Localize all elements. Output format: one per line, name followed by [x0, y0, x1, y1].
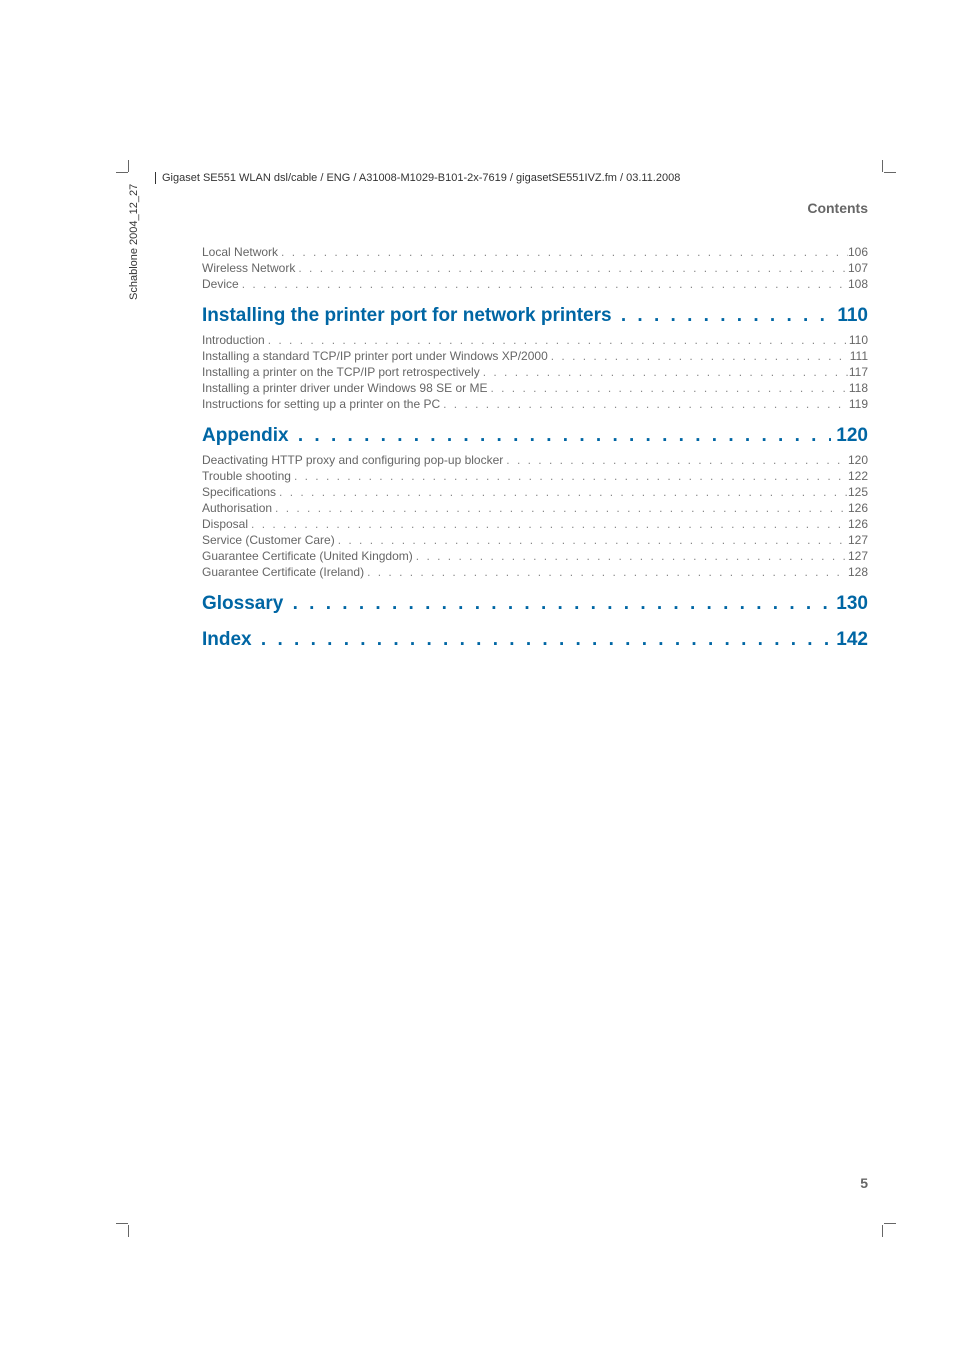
- toc-dots: . . . . . . . . . . . . . . . . . . . . …: [257, 629, 831, 651]
- toc-dots: . . . . . . . . . . . . . . . . . . . . …: [364, 565, 848, 579]
- page-number: 5: [860, 1175, 868, 1191]
- toc-chapter-page: 130: [831, 593, 868, 615]
- toc-entry: Deactivating HTTP proxy and configuring …: [202, 453, 868, 467]
- toc-dots: . . . . . . . . . . . . . . . . . . . . …: [295, 261, 848, 275]
- crop-mark: [128, 1225, 129, 1237]
- toc-chapter-page: 120: [831, 425, 868, 447]
- toc-dots: . . . . . . . . . . . . . . . . . . . . …: [413, 549, 848, 563]
- toc-chapter-label: Index: [202, 629, 257, 651]
- toc-dots: . . . . . . . . . . . . . . . . . . . . …: [265, 333, 849, 347]
- toc-entry-label: Guarantee Certificate (United Kingdom): [202, 549, 413, 563]
- toc-entry: Installing a standard TCP/IP printer por…: [202, 349, 868, 363]
- toc-entry-label: Local Network: [202, 245, 278, 259]
- toc-entry-page: 127: [848, 549, 868, 563]
- toc-entry-page: 126: [848, 501, 868, 515]
- toc-entry: Installing a printer on the TCP/IP port …: [202, 365, 868, 379]
- toc-dots: . . . . . . . . . . . . . . . . . . . . …: [487, 381, 848, 395]
- toc-chapter-page: 142: [831, 629, 868, 651]
- toc-entry-label: Introduction: [202, 333, 265, 347]
- toc-entry: Guarantee Certificate (Ireland) . . . . …: [202, 565, 868, 579]
- section-title: Contents: [807, 200, 868, 216]
- toc-entry-label: Deactivating HTTP proxy and configuring …: [202, 453, 503, 467]
- toc-entry-page: 110: [849, 333, 868, 347]
- toc-entry-page: 127: [848, 533, 868, 547]
- toc-dots: . . . . . . . . . . . . . . . . . . . . …: [248, 517, 848, 531]
- toc-dots: . . . . . . . . . . . . . . . . . . . . …: [276, 485, 848, 499]
- toc-dots: . . . . . . . . . . . . . . . . . . . . …: [617, 305, 832, 327]
- toc-entry-label: Instructions for setting up a printer on…: [202, 397, 440, 411]
- toc-entry: Wireless Network . . . . . . . . . . . .…: [202, 261, 868, 275]
- toc-entry-label: Trouble shooting: [202, 469, 291, 483]
- toc-entry: Local Network . . . . . . . . . . . . . …: [202, 245, 868, 259]
- template-label: Schablone 2004_12_27: [128, 184, 140, 300]
- toc-entry-page: 119: [849, 397, 868, 411]
- toc-dots: . . . . . . . . . . . . . . . . . . . . …: [289, 593, 831, 615]
- toc-chapter: Installing the printer port for network …: [202, 305, 868, 327]
- toc-entry-label: Device: [202, 277, 239, 291]
- toc-entry-label: Installing a standard TCP/IP printer por…: [202, 349, 548, 363]
- toc-entry: Specifications . . . . . . . . . . . . .…: [202, 485, 868, 499]
- toc-dots: . . . . . . . . . . . . . . . . . . . . …: [335, 533, 848, 547]
- toc-entry: Authorisation . . . . . . . . . . . . . …: [202, 501, 868, 515]
- toc-entry-label: Specifications: [202, 485, 276, 499]
- toc-entry-label: Disposal: [202, 517, 248, 531]
- toc-content: Local Network . . . . . . . . . . . . . …: [202, 245, 868, 657]
- toc-entry-page: 125: [848, 485, 868, 499]
- toc-entry: Disposal . . . . . . . . . . . . . . . .…: [202, 517, 868, 531]
- toc-entry-label: Authorisation: [202, 501, 272, 515]
- crop-mark: [116, 172, 128, 173]
- toc-entry: Device . . . . . . . . . . . . . . . . .…: [202, 277, 868, 291]
- toc-entry-page: 120: [848, 453, 868, 467]
- toc-chapter-label: Appendix: [202, 425, 294, 447]
- toc-dots: . . . . . . . . . . . . . . . . . . . . …: [440, 397, 849, 411]
- crop-mark: [884, 1223, 896, 1224]
- toc-entry-label: Service (Customer Care): [202, 533, 335, 547]
- toc-entry: Introduction . . . . . . . . . . . . . .…: [202, 333, 868, 347]
- toc-dots: . . . . . . . . . . . . . . . . . . . . …: [278, 245, 848, 259]
- toc-entry-page: 128: [848, 565, 868, 579]
- toc-chapter: Appendix . . . . . . . . . . . . . . . .…: [202, 425, 868, 447]
- document-path: Gigaset SE551 WLAN dsl/cable / ENG / A31…: [162, 172, 680, 184]
- toc-dots: . . . . . . . . . . . . . . . . . . . . …: [294, 425, 831, 447]
- toc-entry-label: Installing a printer on the TCP/IP port …: [202, 365, 480, 379]
- toc-chapter: Glossary . . . . . . . . . . . . . . . .…: [202, 593, 868, 615]
- toc-entry: Guarantee Certificate (United Kingdom) .…: [202, 549, 868, 563]
- toc-entry: Service (Customer Care) . . . . . . . . …: [202, 533, 868, 547]
- toc-entry-page: 118: [849, 381, 868, 395]
- toc-entry-page: 122: [848, 469, 868, 483]
- toc-entry: Trouble shooting . . . . . . . . . . . .…: [202, 469, 868, 483]
- crop-mark: [128, 160, 129, 172]
- toc-entry-page: 117: [849, 365, 868, 379]
- toc-dots: . . . . . . . . . . . . . . . . . . . . …: [291, 469, 848, 483]
- toc-dots: . . . . . . . . . . . . . . . . . . . . …: [480, 365, 849, 379]
- toc-chapter-page: 110: [832, 305, 868, 327]
- toc-entry: Instructions for setting up a printer on…: [202, 397, 868, 411]
- toc-entry-label: Wireless Network: [202, 261, 295, 275]
- toc-chapter-label: Glossary: [202, 593, 289, 615]
- crop-mark: [882, 1225, 883, 1237]
- toc-entry-label: Guarantee Certificate (Ireland): [202, 565, 364, 579]
- toc-entry-page: 126: [848, 517, 868, 531]
- toc-entry: Installing a printer driver under Window…: [202, 381, 868, 395]
- toc-dots: . . . . . . . . . . . . . . . . . . . . …: [272, 501, 848, 515]
- toc-chapter: Index . . . . . . . . . . . . . . . . . …: [202, 629, 868, 651]
- toc-dots: . . . . . . . . . . . . . . . . . . . . …: [548, 349, 850, 363]
- crop-mark: [882, 160, 883, 172]
- toc-chapter-label: Installing the printer port for network …: [202, 305, 617, 327]
- toc-entry-label: Installing a printer driver under Window…: [202, 381, 487, 395]
- toc-entry-page: 111: [850, 349, 868, 363]
- toc-entry-page: 107: [848, 261, 868, 275]
- toc-dots: . . . . . . . . . . . . . . . . . . . . …: [503, 453, 848, 467]
- toc-dots: . . . . . . . . . . . . . . . . . . . . …: [239, 277, 848, 291]
- toc-entry-page: 106: [848, 245, 868, 259]
- toc-entry-page: 108: [848, 277, 868, 291]
- crop-mark: [116, 1223, 128, 1224]
- crop-mark: [884, 172, 896, 173]
